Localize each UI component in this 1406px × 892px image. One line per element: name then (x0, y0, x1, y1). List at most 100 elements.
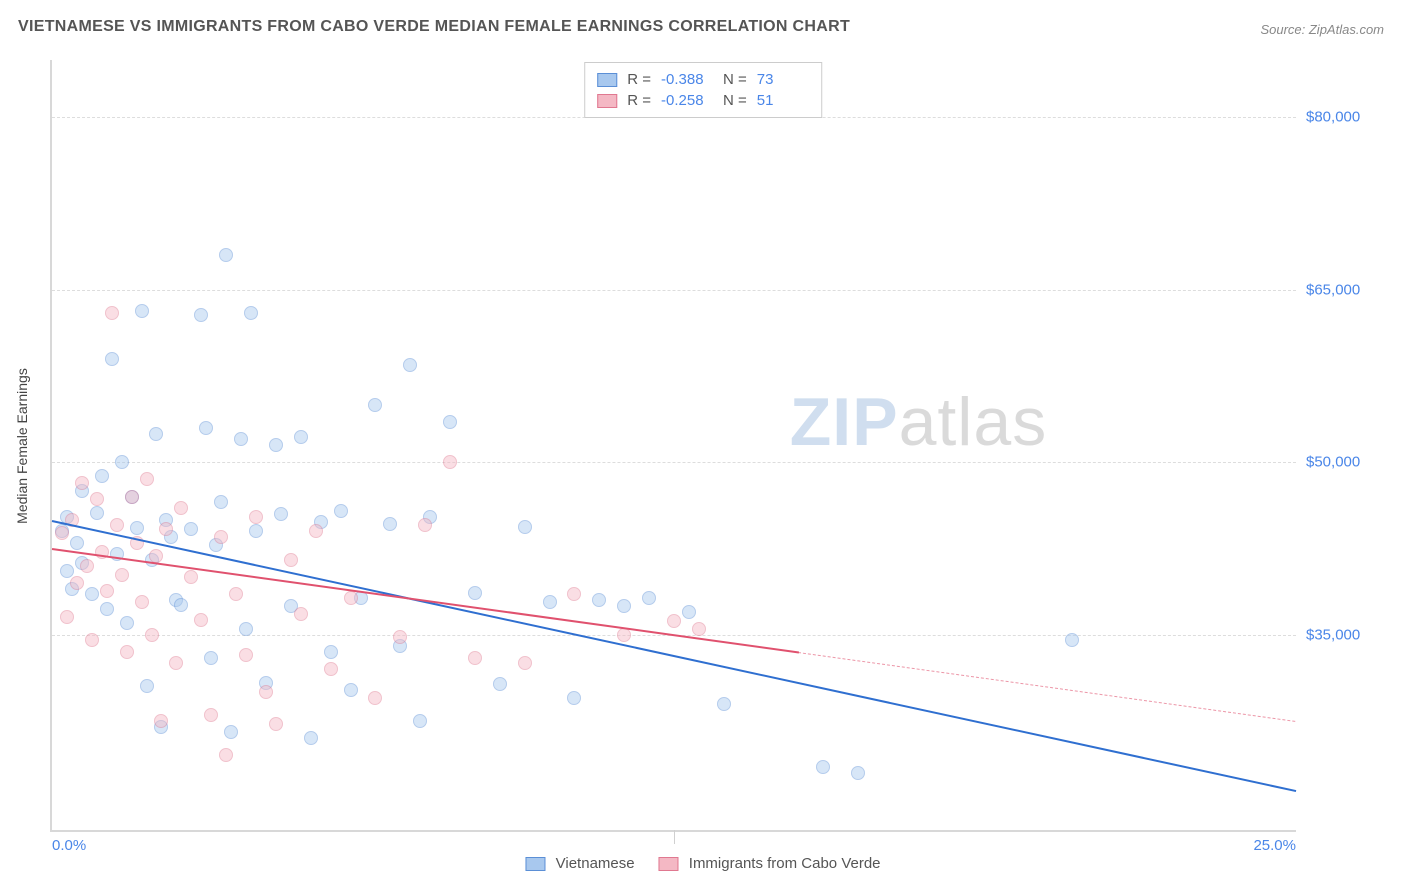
data-point (642, 591, 656, 605)
data-point (154, 714, 168, 728)
data-point (667, 614, 681, 628)
r-value-vietnamese: -0.388 (661, 71, 713, 88)
legend-item-cabo-verde: Immigrants from Cabo Verde (659, 855, 881, 872)
y-tick-label: $50,000 (1306, 454, 1396, 471)
data-point (110, 518, 124, 532)
data-point (85, 587, 99, 601)
data-point (90, 492, 104, 506)
gridline (52, 462, 1296, 463)
data-point (592, 593, 606, 607)
data-point (90, 506, 104, 520)
x-tick-label: 25.0% (1253, 837, 1296, 854)
data-point (100, 584, 114, 598)
legend-item-vietnamese: Vietnamese (525, 855, 634, 872)
chart-title: VIETNAMESE VS IMMIGRANTS FROM CABO VERDE… (18, 18, 850, 36)
n-label: N = (723, 71, 747, 88)
data-point (284, 553, 298, 567)
data-point (249, 510, 263, 524)
data-point (274, 507, 288, 521)
data-point (125, 490, 139, 504)
data-point (518, 520, 532, 534)
data-point (344, 683, 358, 697)
data-point (100, 602, 114, 616)
data-point (60, 610, 74, 624)
n-value-cabo-verde: 51 (757, 92, 809, 109)
data-point (219, 748, 233, 762)
data-point (229, 587, 243, 601)
data-point (269, 438, 283, 452)
data-point (249, 524, 263, 538)
data-point (294, 430, 308, 444)
data-point (368, 398, 382, 412)
legend-series: Vietnamese Immigrants from Cabo Verde (525, 855, 880, 872)
data-point (239, 622, 253, 636)
n-value-vietnamese: 73 (757, 71, 809, 88)
legend-label-vietnamese: Vietnamese (556, 855, 635, 872)
data-point (70, 576, 84, 590)
gridline (52, 290, 1296, 291)
swatch-vietnamese (597, 73, 617, 87)
data-point (344, 591, 358, 605)
data-point (174, 598, 188, 612)
data-point (130, 521, 144, 535)
r-label: R = (627, 92, 651, 109)
x-minor-tick (674, 830, 675, 844)
data-point (85, 633, 99, 647)
data-point (493, 677, 507, 691)
source-label: Source: ZipAtlas.com (1260, 22, 1384, 37)
swatch-cabo-verde (659, 857, 679, 871)
data-point (159, 522, 173, 536)
data-point (140, 472, 154, 486)
data-point (393, 630, 407, 644)
data-point (55, 526, 69, 540)
data-point (443, 455, 457, 469)
data-point (468, 586, 482, 600)
data-point (304, 731, 318, 745)
data-point (1065, 633, 1079, 647)
watermark-zip: ZIP (790, 384, 899, 460)
data-point (518, 656, 532, 670)
legend-row-vietnamese: R = -0.388 N = 73 (597, 69, 809, 90)
data-point (269, 717, 283, 731)
data-point (309, 524, 323, 538)
data-point (115, 568, 129, 582)
data-point (324, 662, 338, 676)
data-point (324, 645, 338, 659)
data-point (70, 536, 84, 550)
data-point (816, 760, 830, 774)
data-point (115, 455, 129, 469)
r-value-cabo-verde: -0.258 (661, 92, 713, 109)
data-point (617, 599, 631, 613)
x-tick-label: 0.0% (52, 837, 86, 854)
data-point (149, 427, 163, 441)
y-tick-label: $80,000 (1306, 109, 1396, 126)
data-point (184, 570, 198, 584)
data-point (219, 248, 233, 262)
data-point (851, 766, 865, 780)
data-point (413, 714, 427, 728)
trend-line (52, 548, 799, 654)
y-tick-label: $65,000 (1306, 281, 1396, 298)
y-tick-label: $35,000 (1306, 626, 1396, 643)
data-point (204, 708, 218, 722)
data-point (199, 421, 213, 435)
data-point (204, 651, 218, 665)
data-point (145, 628, 159, 642)
data-point (234, 432, 248, 446)
watermark: ZIPatlas (790, 383, 1047, 461)
data-point (194, 613, 208, 627)
data-point (334, 504, 348, 518)
legend-row-cabo-verde: R = -0.258 N = 51 (597, 90, 809, 111)
data-point (140, 679, 154, 693)
data-point (169, 656, 183, 670)
data-point (244, 306, 258, 320)
watermark-atlas: atlas (899, 384, 1048, 460)
data-point (418, 518, 432, 532)
r-label: R = (627, 71, 651, 88)
data-point (443, 415, 457, 429)
data-point (543, 595, 557, 609)
y-axis-label: Median Female Earnings (14, 368, 30, 524)
data-point (717, 697, 731, 711)
data-point (95, 469, 109, 483)
data-point (105, 306, 119, 320)
